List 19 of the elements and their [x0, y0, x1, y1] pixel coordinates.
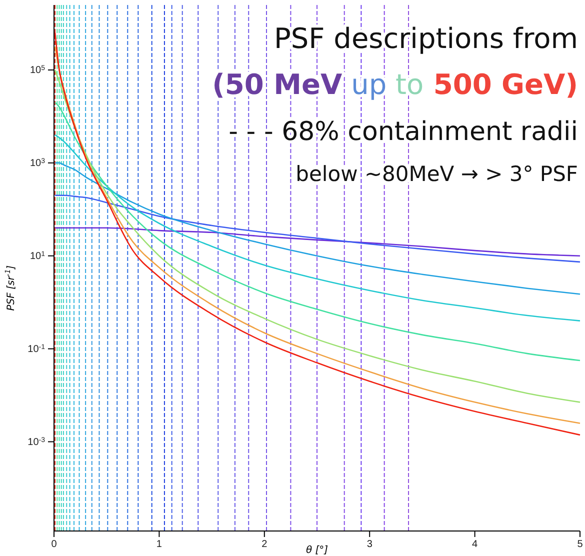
- x-tick-label: 4: [472, 539, 478, 550]
- y-tick-label: 10$^{3}$: [30, 158, 46, 170]
- y-tick-label: 10$^{-1}$: [28, 343, 46, 355]
- y-tick-label: 10$^{5}$: [30, 64, 46, 76]
- y-tick-label: 10$^{-3}$: [28, 436, 46, 448]
- text: (50 MeV up to 500 GeV): [212, 68, 578, 101]
- text: PSF descriptions from: [274, 22, 578, 55]
- line-series: [54, 102, 581, 362]
- x-tick-label: 2: [262, 539, 268, 550]
- annotation: below ~80MeV → > 3° PSF: [296, 162, 578, 186]
- x-axis-title: θ [°]: [306, 545, 328, 556]
- x-tick-label: 5: [577, 539, 584, 550]
- line-series: [54, 227, 581, 256]
- line-series: [54, 194, 581, 263]
- line-series: [54, 162, 581, 295]
- x-tick-label: 1: [156, 539, 162, 550]
- x-tick-label: 0: [51, 539, 58, 550]
- x-tick-label: 3: [366, 539, 373, 550]
- y-tick-label: 10$^{1}$: [30, 250, 46, 262]
